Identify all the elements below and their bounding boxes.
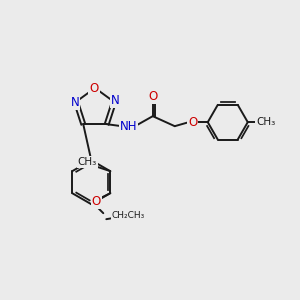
Text: CH₃: CH₃ bbox=[256, 117, 275, 127]
Text: O: O bbox=[92, 195, 101, 208]
Text: CH₃: CH₃ bbox=[78, 157, 97, 167]
Text: O: O bbox=[89, 82, 99, 94]
Text: CH₂CH₃: CH₂CH₃ bbox=[112, 211, 145, 220]
Text: O: O bbox=[188, 116, 197, 129]
Text: N: N bbox=[111, 94, 119, 107]
Text: N: N bbox=[70, 96, 80, 109]
Text: NH: NH bbox=[120, 120, 137, 133]
Text: O: O bbox=[148, 90, 158, 103]
